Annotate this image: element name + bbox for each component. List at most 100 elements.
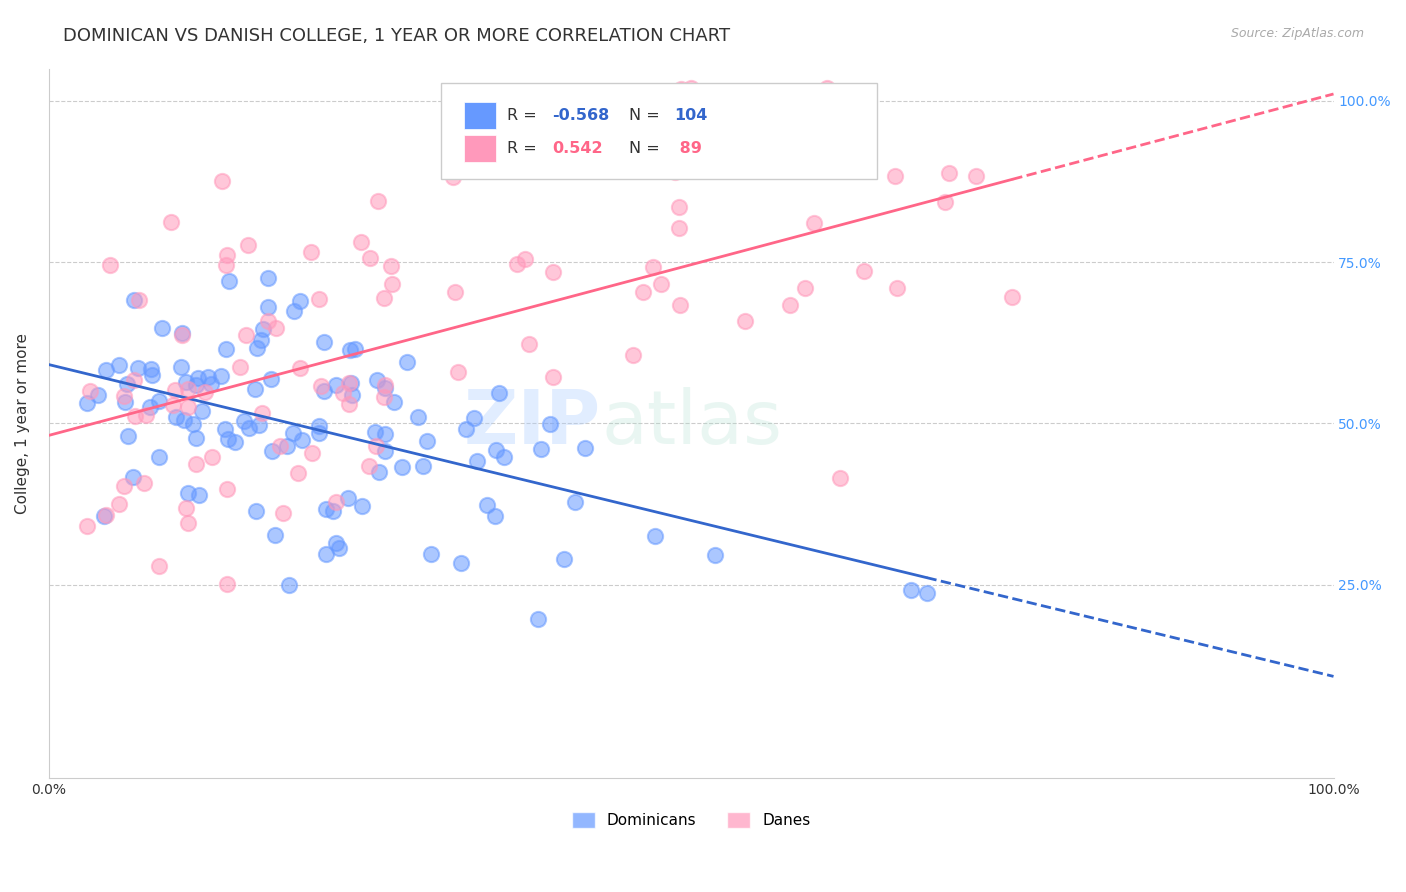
Point (217, 483, 239, 497)
Point (374, 426, 396, 441)
Point (308, 426, 330, 441)
Point (264, 528, 287, 542)
Point (122, 470, 145, 484)
Point (830, 135, 852, 149)
Point (374, 378, 396, 392)
Point (704, 549, 727, 563)
Point (184, 378, 207, 392)
Point (681, 81, 703, 95)
Point (165, 383, 187, 397)
Point (190, 404, 212, 418)
Point (170, 360, 193, 375)
Point (339, 343, 361, 358)
Point (173, 412, 195, 426)
Point (247, 417, 270, 432)
Point (828, 471, 851, 485)
Point (506, 257, 529, 271)
Point (170, 328, 193, 343)
Point (883, 169, 905, 184)
Point (373, 291, 395, 305)
Point (938, 166, 960, 180)
Point (325, 536, 347, 550)
Point (308, 419, 330, 434)
Point (541, 265, 564, 279)
Point (463, 410, 485, 425)
Point (391, 459, 413, 474)
Point (148, 559, 170, 574)
Point (287, 466, 309, 480)
Point (117, 428, 139, 442)
Point (148, 450, 170, 465)
Point (291, 433, 314, 447)
Point (245, 382, 267, 396)
Point (96, 363, 118, 377)
Point (177, 486, 200, 500)
Point (779, 298, 801, 312)
Point (114, 394, 136, 409)
Point (444, 285, 467, 299)
Point (734, 314, 756, 328)
Point (934, 194, 956, 209)
Point (197, 370, 219, 384)
Point (380, 259, 402, 273)
Point (664, 165, 686, 179)
Point (530, 442, 553, 456)
Point (526, 612, 548, 626)
Text: DOMINICAN VS DANISH COLLEGE, 1 YEAR OR MORE CORRELATION CHART: DOMINICAN VS DANISH COLLEGE, 1 YEAR OR M… (63, 27, 730, 45)
Point (322, 504, 344, 518)
Point (87, 388, 110, 402)
Point (174, 501, 197, 516)
Point (249, 333, 271, 347)
Point (852, 264, 875, 278)
Point (224, 434, 246, 449)
Point (107, 497, 129, 511)
Point (441, 170, 464, 185)
Point (187, 488, 209, 502)
Point (364, 425, 387, 440)
Point (299, 244, 322, 259)
Point (416, 434, 439, 448)
Point (1001, 290, 1024, 304)
Point (381, 277, 404, 291)
Point (332, 385, 354, 400)
Point (669, 298, 692, 312)
Text: N =: N = (630, 141, 665, 156)
Point (668, 220, 690, 235)
Y-axis label: College, 1 year or more: College, 1 year or more (15, 333, 30, 514)
Point (181, 417, 204, 431)
Point (367, 465, 389, 479)
Point (309, 379, 332, 393)
Point (127, 360, 149, 375)
Text: 89: 89 (675, 141, 703, 156)
Point (257, 300, 280, 314)
Point (260, 444, 283, 458)
Point (186, 457, 208, 471)
Point (382, 394, 405, 409)
Point (915, 585, 938, 599)
Point (100, 258, 122, 272)
Text: -0.568: -0.568 (553, 108, 610, 123)
Point (454, 421, 477, 435)
Text: R =: R = (508, 108, 543, 123)
Point (290, 294, 312, 309)
Point (395, 355, 418, 369)
Point (138, 400, 160, 414)
Point (290, 360, 312, 375)
Point (477, 499, 499, 513)
Point (246, 341, 269, 355)
Point (564, 495, 586, 509)
Point (350, 235, 373, 249)
Point (264, 321, 287, 335)
Point (139, 362, 162, 376)
Text: 104: 104 (675, 108, 707, 123)
Point (112, 388, 135, 402)
Point (122, 293, 145, 308)
Point (112, 479, 135, 493)
Point (170, 326, 193, 341)
Point (315, 547, 337, 561)
Point (340, 376, 363, 391)
Point (94, 508, 117, 522)
Point (200, 376, 222, 391)
Point (215, 576, 238, 591)
Point (357, 458, 380, 473)
